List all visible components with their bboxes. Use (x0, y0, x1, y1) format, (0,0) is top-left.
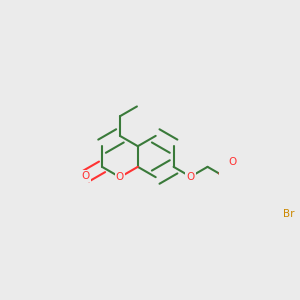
Text: O: O (116, 172, 124, 182)
Text: Br: Br (284, 209, 295, 219)
Text: O: O (82, 171, 90, 181)
Text: O: O (229, 157, 237, 167)
Text: O: O (186, 172, 195, 182)
